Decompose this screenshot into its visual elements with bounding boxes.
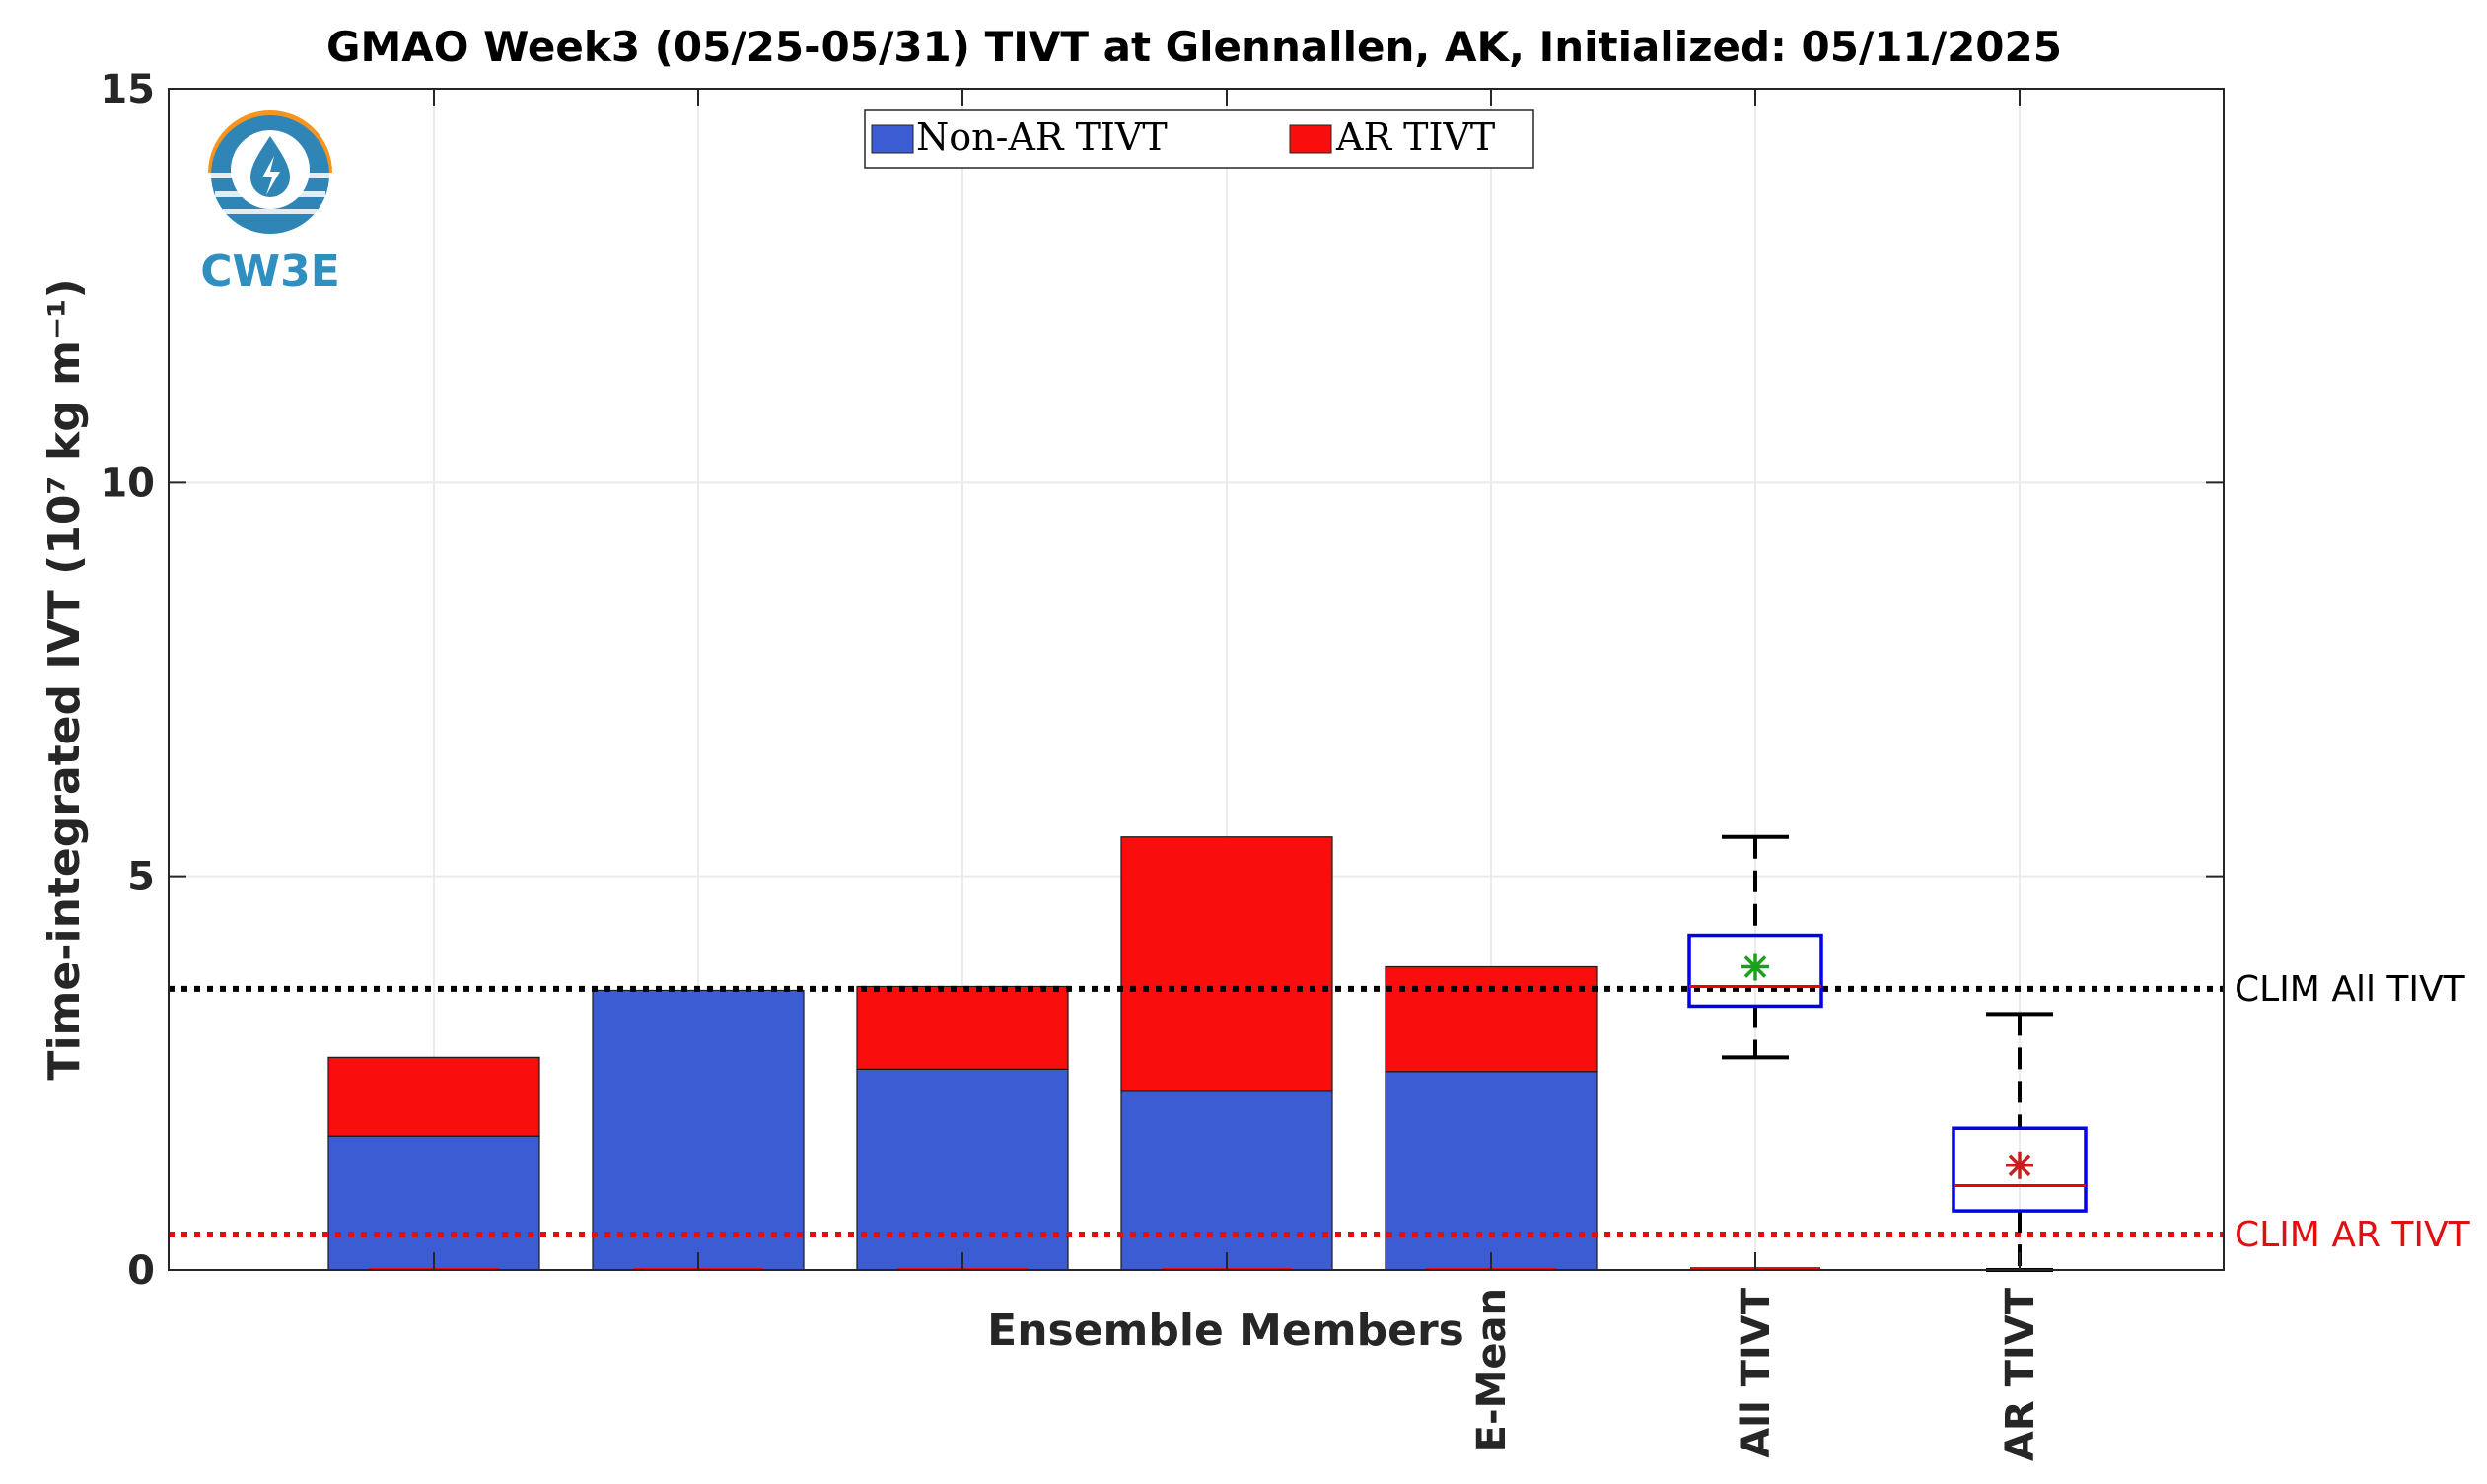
y-tick-label: 15: [100, 67, 155, 112]
y-tick-label: 10: [100, 460, 155, 506]
bar-ar-tivt: [1120, 836, 1333, 1092]
x-tick-label: E-Mean: [1469, 1288, 1515, 1451]
logo-text: CW3E: [200, 247, 340, 297]
box-iqr: [1687, 933, 1823, 1009]
x-tick-label: All TIVT: [1734, 1287, 1779, 1457]
plot-frame: [168, 88, 2225, 1271]
y-tick-label: 0: [127, 1248, 155, 1294]
boxplot-all-tivt: [1687, 834, 1823, 1060]
legend-label-ar: AR TIVT: [1335, 115, 1495, 159]
mean-marker: [1741, 953, 1769, 981]
chart-title: GMAO Week3 (05/25-05/31) TIVT at Glennal…: [326, 23, 2062, 71]
x-axis-ticks: E-Mean All TIVT AR TIVT: [433, 89, 2043, 1461]
boxplot-layer: [1687, 834, 2088, 1272]
bar-ar-tivt: [1385, 965, 1598, 1073]
legend-swatch-ar: [1289, 124, 1332, 154]
bar-layer: [327, 836, 1598, 1271]
clim-all-tivt-label: CLIM All TIVT: [2235, 969, 2466, 1010]
clim-ar-tivt-label: CLIM AR TIVT: [2235, 1215, 2471, 1255]
box-iqr: [1952, 1126, 2088, 1213]
y-axis-label: Time-integrated IVT (10⁷ kg m⁻¹): [39, 278, 90, 1080]
mean-marker: [2006, 1151, 2033, 1179]
x-tick-label: AR TIVT: [1998, 1287, 2043, 1461]
bar-non-ar-tivt: [327, 1135, 540, 1271]
bar-non-ar-tivt: [1385, 1071, 1598, 1271]
bar-non-ar-tivt: [856, 1068, 1069, 1271]
legend-swatch-non-ar: [871, 124, 914, 154]
legend-box: [864, 109, 1534, 169]
legend-label-non-ar: Non-AR TIVT: [916, 115, 1168, 159]
bar-ar-tivt: [856, 985, 1069, 1070]
y-tick-label: 5: [127, 855, 155, 900]
x-axis-label: Ensemble Members: [987, 1306, 1464, 1356]
lightning-icon: [262, 156, 280, 195]
mean-marker-d2: [2008, 1154, 2031, 1177]
bar-non-ar-tivt: [592, 989, 805, 1271]
bar-ar-tivt: [327, 1056, 540, 1137]
mean-marker-d2: [1743, 955, 1767, 978]
y-axis-ticks: 0 5 10 15: [100, 67, 2224, 1294]
legend: Non-AR TIVT AR TIVT: [864, 109, 1534, 169]
cw3e-logo: CW3E: [200, 110, 340, 297]
bar-non-ar-tivt: [1120, 1090, 1333, 1271]
reference-line-layer: CLIM All TIVT CLIM AR TIVT: [169, 969, 2471, 1255]
